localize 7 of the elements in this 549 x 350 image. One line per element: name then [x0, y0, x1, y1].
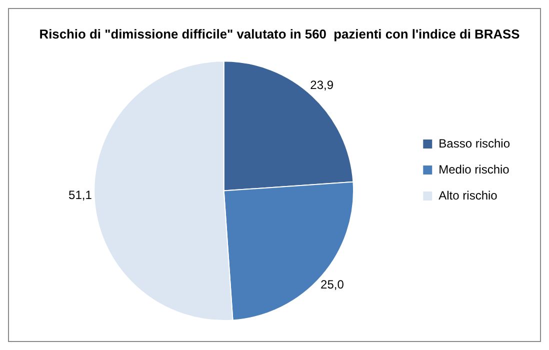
data-label: 51,1 — [68, 188, 92, 202]
data-label: 23,9 — [310, 78, 334, 92]
chart-title: Rischio di "dimissione difficile" valutato in 560 pazienti con l'indice di BRASS — [39, 26, 520, 42]
legend-label: Alto rischio — [438, 188, 498, 202]
legend-label: Basso rischio — [438, 136, 510, 150]
data-label: 25,0 — [320, 277, 344, 292]
legend-label: Medio rischio — [438, 162, 510, 176]
